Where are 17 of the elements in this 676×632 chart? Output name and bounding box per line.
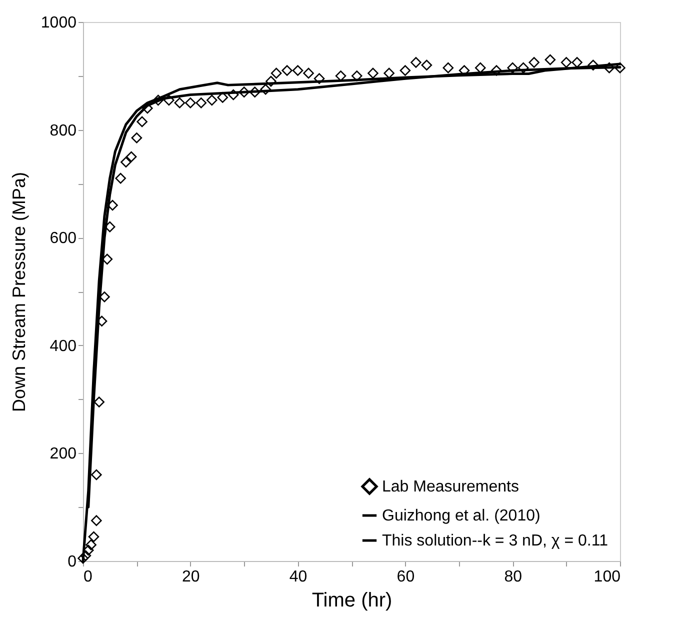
y-tick-label: 1000 bbox=[40, 14, 77, 32]
y-tick-label: 800 bbox=[50, 122, 77, 140]
x-tick-label: 100 bbox=[594, 568, 621, 586]
y-tick-label: 400 bbox=[50, 338, 77, 355]
x-tick-label: 40 bbox=[289, 568, 308, 586]
x-axis-title: Time (hr) bbox=[312, 590, 392, 612]
y-tick-label: 200 bbox=[50, 446, 77, 463]
y-axis-title: Down Stream Pressure (MPa) bbox=[8, 172, 29, 412]
y-tick-label: 600 bbox=[50, 230, 77, 248]
legend-label: Guizhong et al. (2010) bbox=[382, 508, 540, 524]
y-tick-label: 0 bbox=[68, 554, 77, 570]
legend-label: Lab Measurements bbox=[382, 478, 519, 496]
x-tick-label: 20 bbox=[182, 568, 200, 586]
x-tick-label: 60 bbox=[396, 568, 415, 586]
x-tick-label: 0 bbox=[84, 568, 92, 586]
x-tick-label: 80 bbox=[504, 568, 522, 586]
legend-label: This solution--k = 3 nD, χ = 0.11 bbox=[382, 532, 608, 550]
